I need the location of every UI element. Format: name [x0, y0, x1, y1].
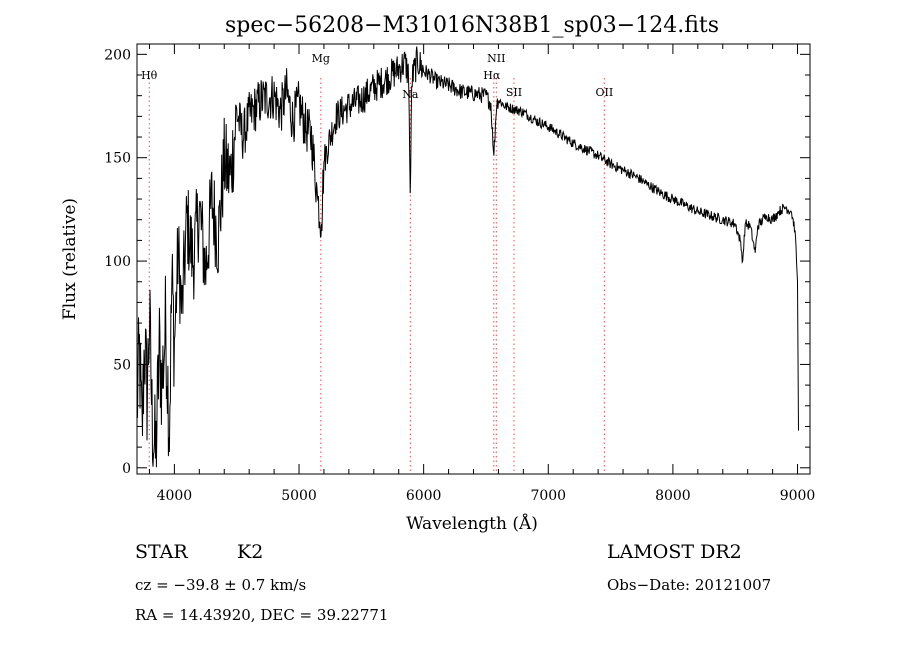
x-tick-label: 7000	[530, 488, 566, 504]
spectrum-series	[136, 46, 799, 468]
object-class: STAR	[135, 541, 188, 563]
y-tick-label: 150	[104, 151, 131, 167]
y-tick-label: 0	[122, 461, 131, 477]
chart-title: spec−56208−M31016N38B1_sp03−124.fits	[225, 13, 719, 38]
y-tick-label: 200	[104, 47, 131, 63]
x-tick-label: 8000	[655, 488, 691, 504]
y-axis-label: Flux (relative)	[60, 198, 80, 320]
plot-frame	[136, 43, 811, 475]
x-tick-label: 5000	[281, 488, 317, 504]
line-label: NII	[487, 52, 505, 65]
spectrum-line	[136, 46, 799, 468]
y-tick-label: 50	[113, 357, 131, 373]
object-subclass: K2	[237, 541, 263, 563]
axis-ticks: 4000 5000 6000 7000 8000 9000 0 50 100 150 200	[104, 44, 815, 504]
obs-date: Obs−Date: 20121007	[607, 576, 771, 594]
line-label: OII	[596, 86, 614, 99]
line-label: SII	[506, 86, 522, 99]
x-axis-label: Wavelength (Å)	[406, 513, 538, 534]
coordinates: RA = 14.43920, DEC = 39.22771	[135, 606, 388, 624]
survey-label: LAMOST DR2	[607, 541, 742, 563]
y-tick-label: 100	[104, 254, 131, 270]
x-tick-label: 9000	[780, 488, 816, 504]
x-tick-label: 4000	[157, 488, 193, 504]
x-tick-label: 6000	[406, 488, 442, 504]
line-label: Hθ	[141, 69, 158, 82]
redshift-text: cz = −39.8 ± 0.7 km/s	[135, 576, 306, 594]
line-label: Hα	[483, 69, 501, 82]
line-label: Na	[402, 88, 419, 101]
spectral-lines: Hθ Mg Na NII Hα SII OII	[141, 52, 613, 474]
line-label: Mg	[312, 52, 330, 65]
